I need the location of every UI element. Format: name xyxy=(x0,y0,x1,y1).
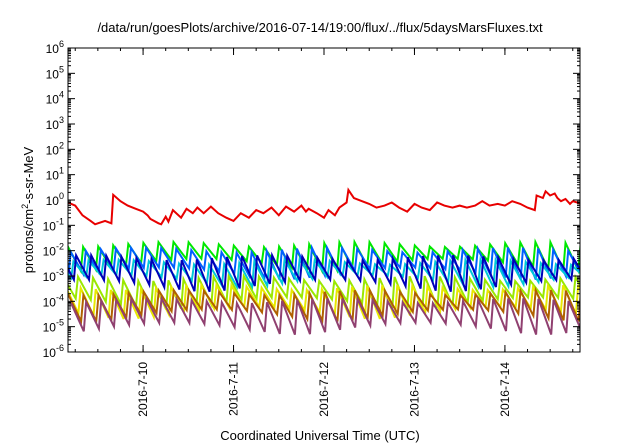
series-line-0 xyxy=(68,187,580,226)
y-tick-label: 10-2 xyxy=(43,242,64,259)
x-tick-label: 2016-7-10 xyxy=(136,362,150,417)
y-tick-label: 103 xyxy=(46,115,64,132)
y-tick-label: 106 xyxy=(46,39,64,56)
series-line-1 xyxy=(68,238,580,275)
y-axis-label-post: -s-sr-MeV xyxy=(21,146,37,204)
y-tick-label: 10-6 xyxy=(43,343,64,360)
series-line-3 xyxy=(68,255,580,292)
x-tick-label: 2016-7-12 xyxy=(317,362,331,417)
y-tick-label: 10-3 xyxy=(43,267,64,284)
series-line-6 xyxy=(68,281,580,321)
y-tick-label: 10-4 xyxy=(43,292,64,309)
y-tick-label: 105 xyxy=(46,64,64,81)
x-tick-label: 2016-7-14 xyxy=(498,362,512,417)
y-tick-label: 104 xyxy=(46,90,64,107)
series-line-8 xyxy=(70,294,580,336)
y-tick-label: 100 xyxy=(46,191,64,208)
y-tick-label: 101 xyxy=(46,166,64,183)
series-line-5 xyxy=(68,272,580,313)
series-layer xyxy=(68,187,580,336)
y-tick-label: 10-5 xyxy=(43,318,64,335)
chart-title: /data/run/goesPlots/archive/2016-07-14/1… xyxy=(97,20,543,35)
y-axis-label-sup: 2 xyxy=(19,203,30,209)
x-tick-label: 2016-7-13 xyxy=(407,362,421,417)
axes-layer: 10-6 10-5 10-4 10-3 10-2 10-1 100 101 102 103 104 1… xyxy=(43,39,581,417)
y-axis-label-pre: protons/cm xyxy=(21,208,37,274)
y-tick-label: 102 xyxy=(46,140,64,157)
series-line-4 xyxy=(68,251,580,293)
x-axis-label: Coordinated Universal Time (UTC) xyxy=(220,428,420,443)
x-tick-label: 2016-7-11 xyxy=(227,362,241,416)
y-axis-label: protons/cm2-s-sr-MeV xyxy=(20,147,36,273)
y-tick-label: 10-1 xyxy=(43,216,64,233)
